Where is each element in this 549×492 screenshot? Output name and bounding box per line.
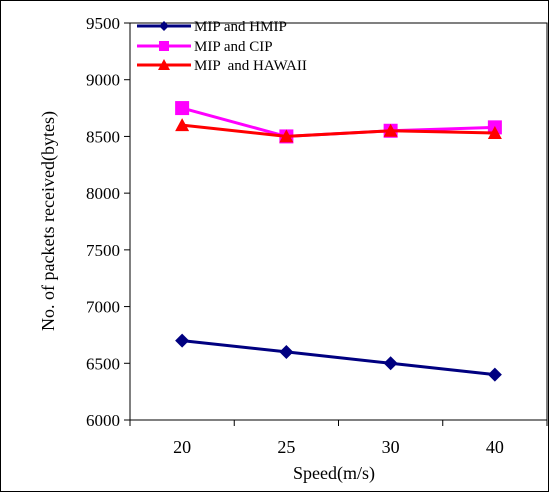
data-point-hawaii [487, 126, 502, 140]
series-line-hmip [181, 339, 496, 377]
x-axis-ticks: 20 25 30 40 [129, 420, 548, 457]
data-point-hmip [279, 344, 294, 359]
data-point-hawaii [383, 123, 398, 137]
data-point-hawaii [279, 129, 294, 143]
series-line-hawaii [181, 123, 495, 138]
data-point-hmip [487, 367, 502, 382]
legend-marker-hawaii [158, 59, 170, 70]
data-point-hawaii [175, 118, 190, 132]
legend-item-hmip: MIP and HMIP [137, 19, 287, 35]
y-tick-label: 9500 [86, 14, 120, 33]
legend-label-hawaii: MIP and HAWAII [194, 58, 307, 74]
y-tick-label: 6500 [86, 354, 120, 373]
x-axis-label: Speed(m/s) [293, 463, 375, 484]
y-tick-label: 8000 [86, 184, 120, 203]
x-tick-label: 20 [173, 437, 191, 457]
y-tick-label: 7000 [86, 298, 120, 317]
x-tick-label: 40 [486, 437, 504, 457]
series-hawaii [175, 118, 502, 143]
legend-marker-cip [159, 41, 169, 51]
x-tick-label: 30 [382, 437, 400, 457]
y-tick-label: 7500 [86, 241, 120, 260]
legend-item-cip: MIP and CIP [137, 39, 273, 55]
series-hmip [175, 333, 502, 382]
legend-item-hawaii: MIP and HAWAII [137, 58, 307, 74]
y-tick-label: 8500 [86, 127, 120, 146]
legend: MIP and HMIP MIP and CIP MIP and HAWAII [137, 19, 307, 74]
legend-label-hmip: MIP and HMIP [194, 19, 287, 35]
legend-marker-hmip [159, 21, 169, 31]
plot-area [129, 22, 548, 421]
x-tick-label: 25 [277, 437, 295, 457]
data-point-hmip [175, 333, 190, 348]
y-axis-label: No. of packets received(bytes) [38, 111, 59, 331]
legend-label-cip: MIP and CIP [194, 39, 273, 55]
series-layer [175, 101, 502, 382]
data-point-hmip [383, 356, 398, 371]
y-tick-label: 6000 [86, 411, 120, 430]
y-tick-label: 9000 [86, 71, 120, 90]
y-axis-ticks: 6000 6500 7000 7500 8000 8500 9000 9500 [86, 14, 130, 430]
data-point-cip [175, 101, 190, 116]
